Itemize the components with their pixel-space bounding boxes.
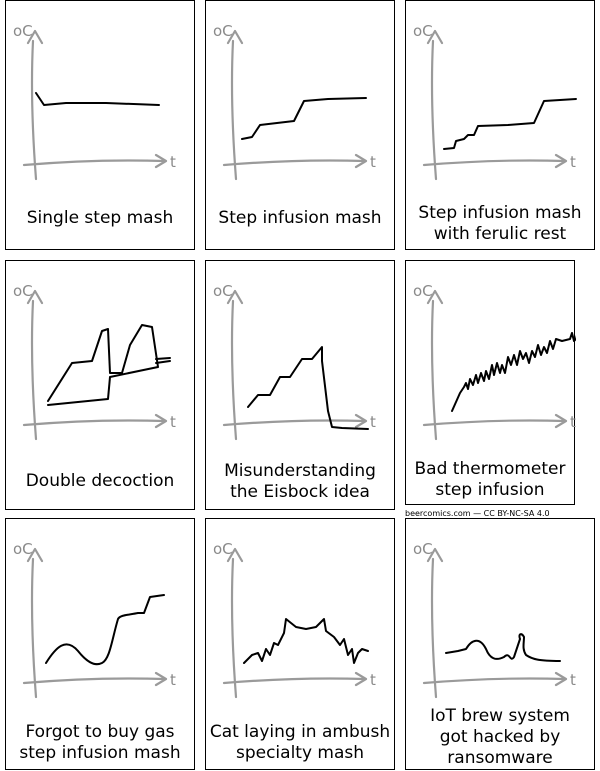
caption-line-1: Step infusion mash xyxy=(418,203,582,223)
caption-line-1: Forgot to buy gas xyxy=(25,722,175,742)
caption-line-1: Cat laying in ambush xyxy=(209,722,391,742)
graph-double-decoction: oC t xyxy=(13,282,176,441)
y-axis xyxy=(226,29,244,181)
x-axis xyxy=(22,413,168,429)
caption-line-2: the Eisbock idea xyxy=(230,482,370,502)
graph-forgot-gas: oC t xyxy=(13,540,176,699)
panel-iot-ransomware: oC t IoT brew system got hacked by ranso… xyxy=(405,518,595,770)
panel-bad-thermometer: oC t Bad thermometer step infusion xyxy=(405,260,576,505)
graph-single-step-mash: oC t xyxy=(13,22,176,181)
temperature-curve xyxy=(241,97,367,140)
temperature-curve xyxy=(45,594,165,666)
panel-forgot-gas: oC t Forgot to buy gas step infusion mas… xyxy=(5,518,195,770)
x-axis xyxy=(422,671,568,687)
y-axis xyxy=(26,289,44,441)
y-axis xyxy=(426,289,444,441)
panel-step-infusion-mash: oC t Step infusion mash xyxy=(205,0,395,250)
y-axis-label: oC xyxy=(13,540,33,558)
caption-line-1: IoT brew system xyxy=(430,706,570,726)
x-axis-label: t xyxy=(170,153,176,171)
panel-double-decoction: oC t Double decoction xyxy=(5,260,195,510)
temperature-curve xyxy=(47,324,159,406)
graph-step-infusion-mash: oC t xyxy=(213,22,376,181)
y-axis-label: oC xyxy=(413,22,433,40)
temperature-curve xyxy=(443,98,577,150)
y-axis xyxy=(26,29,44,181)
panel-step-infusion-ferulic: oC t Step infusion mash with ferulic res… xyxy=(405,0,595,250)
x-axis xyxy=(22,153,168,169)
panel-eisbock-misunderstanding: oC t Misunderstanding the Eisbock idea xyxy=(205,260,395,510)
y-axis-label: oC xyxy=(413,540,433,558)
y-axis xyxy=(426,29,444,181)
caption-line-1: Bad thermometer xyxy=(414,459,566,479)
y-axis-label: oC xyxy=(413,282,433,300)
x-axis-label: t xyxy=(570,671,576,689)
x-axis-label: t xyxy=(170,671,176,689)
temperature-curve xyxy=(35,92,160,106)
graph-iot-ransomware: oC t xyxy=(413,540,576,699)
graph-cat-ambush: oC t xyxy=(213,540,376,699)
graph-bad-thermometer: oC t xyxy=(413,282,576,441)
credit-text: beercomics.com — CC BY-NC-SA 4.0 xyxy=(405,509,550,518)
y-axis xyxy=(26,547,44,699)
y-axis-label: oC xyxy=(213,22,233,40)
caption-line-2: with ferulic rest xyxy=(433,224,567,244)
caption-line-1: Double decoction xyxy=(25,471,175,491)
caption-line-2: step infusion mash xyxy=(19,743,181,763)
y-axis-label: oC xyxy=(13,22,33,40)
y-axis xyxy=(226,547,244,699)
caption-line-1: Single step mash xyxy=(26,208,174,228)
x-axis-label: t xyxy=(170,413,176,431)
y-axis-label: oC xyxy=(213,540,233,558)
caption-line-1: Misunderstanding xyxy=(224,461,376,481)
graph-step-infusion-ferulic: oC t xyxy=(413,22,577,181)
caption-line-2: specialty mash xyxy=(235,743,365,763)
y-axis xyxy=(426,547,444,699)
temperature-curve-end xyxy=(155,357,171,364)
caption-line-2: step infusion xyxy=(435,480,545,500)
y-axis-label: oC xyxy=(13,282,33,300)
caption-line-3: ransomware xyxy=(447,748,553,768)
x-axis xyxy=(22,671,168,687)
x-axis xyxy=(222,671,368,687)
y-axis-label: oC xyxy=(213,282,233,300)
caption-line-2: got hacked by xyxy=(439,727,561,747)
temperature-curve xyxy=(451,332,576,412)
x-axis-label: t xyxy=(570,153,576,171)
x-axis xyxy=(222,413,368,429)
temperature-curve xyxy=(445,633,561,662)
temperature-curve xyxy=(243,618,369,664)
x-axis xyxy=(222,153,368,169)
x-axis-label: t xyxy=(370,671,376,689)
panel-single-step-mash: oC t Single step mash xyxy=(5,0,195,250)
temperature-curve xyxy=(247,346,369,430)
caption-line-1: Step infusion mash xyxy=(218,208,382,228)
x-axis-label: t xyxy=(570,413,576,431)
x-axis-label: t xyxy=(370,413,376,431)
panel-cat-ambush: oC t Cat laying in ambush specialty mash xyxy=(205,518,395,770)
y-axis xyxy=(226,289,244,441)
graph-eisbock-misunderstanding: oC t xyxy=(213,282,376,441)
x-axis xyxy=(422,413,568,429)
x-axis-label: t xyxy=(370,153,376,171)
x-axis xyxy=(422,153,568,169)
